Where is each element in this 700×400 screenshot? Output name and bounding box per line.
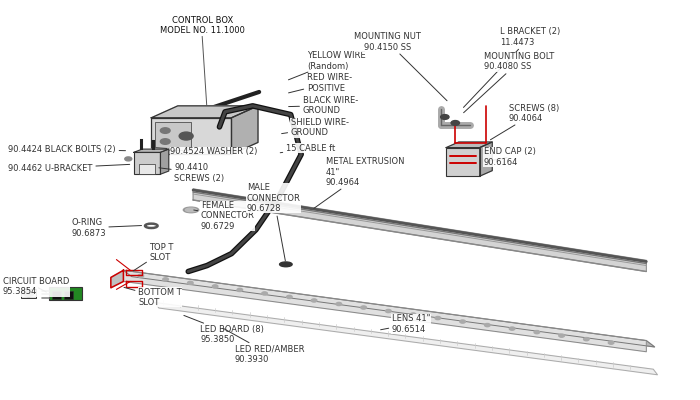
Polygon shape	[480, 142, 492, 176]
Circle shape	[460, 320, 466, 323]
Text: 90.4424 BLACK BOLTS (2): 90.4424 BLACK BOLTS (2)	[8, 145, 125, 154]
Ellipse shape	[183, 207, 199, 213]
Bar	[155, 122, 191, 150]
Circle shape	[24, 291, 34, 296]
Bar	[64, 290, 74, 298]
Circle shape	[286, 295, 292, 298]
Ellipse shape	[186, 208, 197, 212]
Text: 90.4524 WASHER (2): 90.4524 WASHER (2)	[156, 147, 258, 156]
Text: MOUNTING NUT
90.4150 SS: MOUNTING NUT 90.4150 SS	[354, 32, 447, 101]
Text: BOTTOM T
SLOT: BOTTOM T SLOT	[124, 287, 182, 307]
Circle shape	[534, 330, 540, 334]
Polygon shape	[123, 270, 646, 352]
Text: 15 CABLE ft: 15 CABLE ft	[280, 144, 335, 153]
Polygon shape	[160, 149, 169, 174]
Circle shape	[440, 114, 449, 119]
Circle shape	[336, 302, 342, 306]
Circle shape	[163, 278, 169, 281]
Circle shape	[237, 288, 243, 292]
Text: END CAP (2)
90.6164: END CAP (2) 90.6164	[484, 147, 536, 167]
Bar	[21, 289, 36, 298]
Circle shape	[435, 316, 440, 320]
Ellipse shape	[279, 262, 292, 267]
Bar	[139, 164, 155, 174]
Text: CIRCUIT BOARD
95.3854: CIRCUIT BOARD 95.3854	[3, 277, 69, 296]
Text: RED WIRE-
POSITIVE: RED WIRE- POSITIVE	[288, 73, 352, 93]
Circle shape	[510, 327, 515, 330]
Circle shape	[360, 306, 366, 309]
Text: LED RED/AMBER
90.3930: LED RED/AMBER 90.3930	[223, 328, 304, 364]
Text: METAL EXTRUSION
41"
90.4964: METAL EXTRUSION 41" 90.4964	[314, 157, 404, 208]
Circle shape	[160, 139, 170, 144]
Circle shape	[559, 334, 564, 337]
Text: SHIELD WIRE-
GROUND: SHIELD WIRE- GROUND	[281, 118, 349, 138]
Bar	[446, 148, 480, 176]
Circle shape	[138, 274, 144, 278]
Polygon shape	[111, 270, 123, 288]
Text: TOP T
SLOT: TOP T SLOT	[134, 243, 174, 271]
Text: L BRACKET (2)
11.4473: L BRACKET (2) 11.4473	[463, 28, 560, 108]
Text: LENS 41"
90.6514: LENS 41" 90.6514	[381, 314, 430, 334]
Polygon shape	[193, 189, 646, 272]
Bar	[151, 118, 232, 154]
Circle shape	[484, 324, 490, 327]
Polygon shape	[134, 149, 169, 152]
Circle shape	[188, 281, 193, 284]
Circle shape	[262, 292, 267, 295]
Text: MOUNTING BOLT
90.4080 SS: MOUNTING BOLT 90.4080 SS	[463, 52, 554, 113]
Text: BLACK WIRE-
GROUND: BLACK WIRE- GROUND	[288, 96, 358, 115]
Circle shape	[386, 310, 391, 313]
Polygon shape	[151, 106, 258, 118]
Text: 90.4410
SCREWS (2): 90.4410 SCREWS (2)	[159, 163, 225, 183]
Text: MALE
CONNECTOR
90.6728: MALE CONNECTOR 90.6728	[247, 183, 301, 261]
Circle shape	[410, 313, 416, 316]
Polygon shape	[123, 270, 654, 347]
Bar	[52, 290, 61, 298]
Polygon shape	[155, 302, 657, 375]
Circle shape	[179, 132, 193, 140]
Circle shape	[212, 285, 218, 288]
Circle shape	[312, 299, 317, 302]
Bar	[134, 152, 160, 174]
Text: SCREWS (8)
90.4064: SCREWS (8) 90.4064	[491, 104, 559, 140]
Polygon shape	[446, 142, 492, 148]
Circle shape	[584, 338, 589, 341]
Text: FEMALE
CONNECTOR
90.6729: FEMALE CONNECTOR 90.6729	[194, 201, 255, 231]
Text: 90.4462 U-BRACKET: 90.4462 U-BRACKET	[8, 164, 130, 173]
Circle shape	[160, 128, 170, 133]
Circle shape	[608, 341, 614, 344]
Text: YELLOW WIRE
(Random): YELLOW WIRE (Random)	[288, 51, 365, 80]
Text: LED BOARD (8)
95.3850: LED BOARD (8) 95.3850	[184, 316, 264, 344]
Text: O-RING
90.6873: O-RING 90.6873	[71, 218, 141, 238]
Circle shape	[451, 120, 459, 125]
Text: CONTROL BOX
MODEL NO. 11.1000: CONTROL BOX MODEL NO. 11.1000	[160, 16, 244, 35]
Circle shape	[125, 157, 132, 161]
Bar	[49, 287, 83, 300]
Polygon shape	[232, 106, 258, 154]
